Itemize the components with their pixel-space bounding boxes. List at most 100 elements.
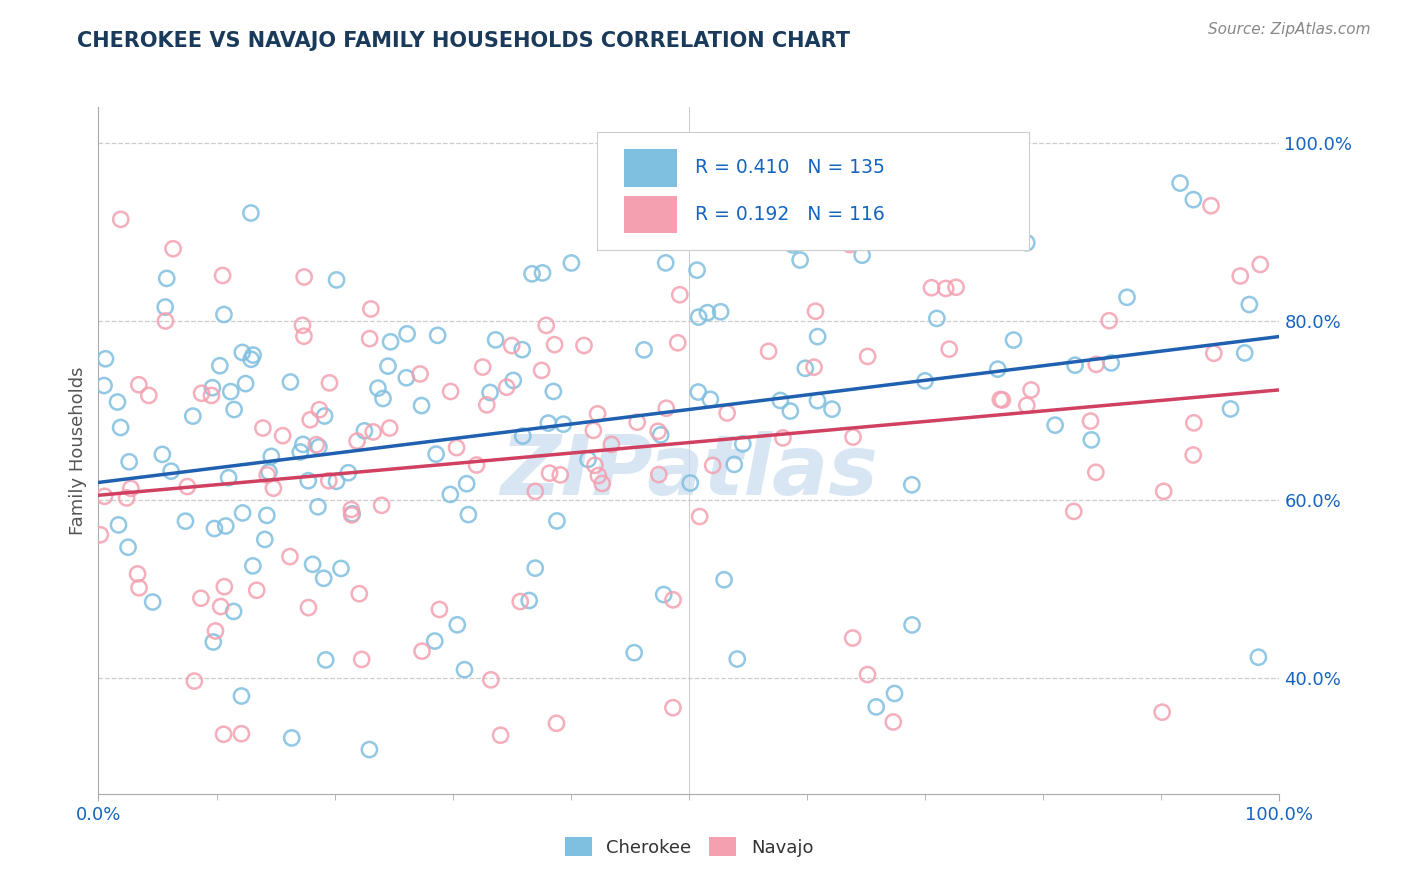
Point [1015,235,1038,250]
Point [716,406,738,420]
Point [600,437,623,451]
Point [591,476,613,491]
Bar [624,195,678,234]
Point [93,489,115,503]
Point [782,238,804,252]
Point [297,474,319,488]
Point [901,477,924,491]
Point [1249,257,1271,271]
Text: CHEROKEE VS NAVAJO FAMILY HOUSEHOLDS CORRELATION CHART: CHEROKEE VS NAVAJO FAMILY HOUSEHOLDS COR… [77,31,851,51]
Point [190,591,212,606]
Point [758,344,780,359]
Point [1099,356,1122,370]
Point [231,345,253,359]
Point [633,209,655,223]
Point [576,452,599,467]
Point [208,359,231,373]
Point [502,373,524,387]
Point [212,308,235,322]
Point [115,491,138,505]
Point [325,475,347,489]
Point [439,384,461,399]
Point [807,329,830,343]
Point [865,699,887,714]
Point [1168,176,1191,190]
Point [456,476,478,491]
Point [543,384,565,399]
Point [411,399,433,413]
Point [240,352,263,367]
Point [280,375,302,389]
Point [666,335,689,350]
Point [359,332,381,346]
Point [987,191,1010,205]
Point [654,256,676,270]
Point [1015,398,1038,412]
Point [1202,346,1225,360]
Point [176,479,198,493]
Point [501,338,523,352]
Point [1182,193,1205,207]
Point [291,318,314,333]
Point [582,424,605,438]
Point [156,271,179,285]
Point [471,359,494,374]
Point [342,507,364,521]
Point [841,631,863,645]
Point [546,716,568,731]
Point [318,376,340,390]
Point [1019,383,1042,397]
Text: ZIPatlas: ZIPatlas [501,431,877,512]
Point [1182,448,1205,462]
Point [330,561,353,575]
Point [633,343,655,357]
Point [292,329,315,343]
Point [325,273,347,287]
Point [256,467,278,482]
Point [530,363,553,377]
Text: Source: ZipAtlas.com: Source: ZipAtlas.com [1208,22,1371,37]
Point [222,604,245,618]
Point [731,437,754,451]
Point [360,301,382,316]
Point [370,499,392,513]
Point [160,464,183,478]
Point [938,342,960,356]
Point [256,508,278,523]
Point [190,386,212,401]
Point [312,571,335,585]
Point [107,395,129,409]
Point [1084,465,1107,479]
Point [1199,199,1222,213]
Point [242,348,264,362]
Point [686,263,709,277]
Y-axis label: Family Households: Family Households [69,367,87,534]
Point [689,509,711,524]
Point [446,441,468,455]
Point [271,428,294,442]
Point [314,409,336,423]
Point [921,281,943,295]
Point [301,558,323,572]
Point [246,583,269,598]
Point [520,267,543,281]
Point [537,416,560,430]
Point [510,343,533,357]
Point [204,522,226,536]
Point [231,689,253,703]
Point [150,447,173,461]
Point [662,592,685,607]
Point [380,334,402,349]
Point [882,714,904,729]
Point [423,634,446,648]
Point [174,514,197,528]
Point [292,270,315,285]
Point [517,593,540,607]
Point [214,580,236,594]
Point [841,213,863,227]
Point [1043,418,1066,433]
Point [772,431,794,445]
Point [278,549,301,564]
Point [253,533,276,547]
Point [1239,297,1261,311]
